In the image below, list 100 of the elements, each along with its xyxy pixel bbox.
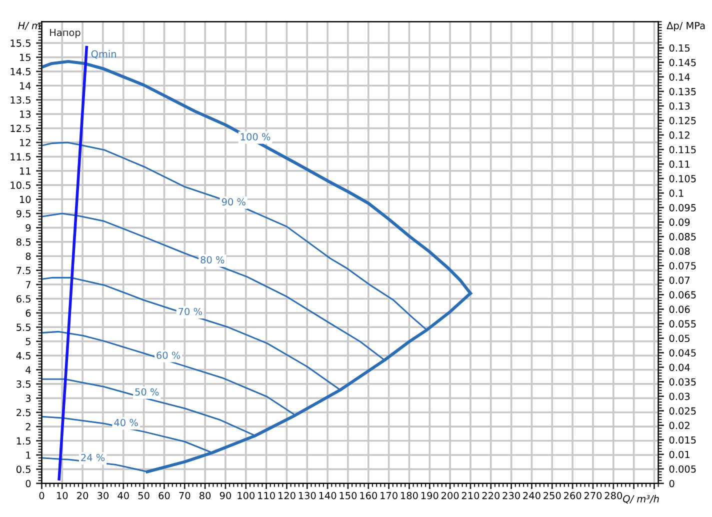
y2-tick-label: 0.11 <box>669 160 690 168</box>
x-tick-label: 130 <box>298 492 316 500</box>
x-tick-label: 160 <box>360 492 378 500</box>
x-tick-label: 210 <box>462 492 480 500</box>
x-tick-label: 170 <box>380 492 398 500</box>
annotation: 24 % <box>81 454 105 462</box>
y-tick-label: 0.5 <box>16 466 30 474</box>
x-tick-label: 150 <box>340 492 357 500</box>
y-tick-label: 6.5 <box>16 295 30 303</box>
y2-tick-label: 0.06 <box>669 306 690 314</box>
annotation: 40 % <box>114 418 138 426</box>
x-tick-label: 110 <box>258 492 275 500</box>
x-tick-label: 260 <box>564 492 582 500</box>
y-tick-label: 5 <box>26 338 30 346</box>
y-tick-label: 3.5 <box>16 380 30 388</box>
y2-tick-label: 0.01 <box>669 450 690 458</box>
y2-tick-label: 0.015 <box>669 436 696 444</box>
y-tick-label: 3 <box>26 394 31 402</box>
y-tick-label: 9 <box>26 224 31 232</box>
y2-tick-label: 0.125 <box>669 116 696 124</box>
annotation: 100 % <box>240 133 270 140</box>
x-tick-label: 0 <box>39 492 44 500</box>
annotation: 50 % <box>135 388 159 396</box>
y-tick-label: 5.5 <box>16 324 30 331</box>
series-label: Qmin <box>91 50 116 59</box>
y-tick-label: 13 <box>20 110 31 118</box>
y-tick-label: 15.5 <box>10 40 30 47</box>
x-tick-label: 140 <box>319 492 336 500</box>
y-tick-label: 7 <box>26 281 30 288</box>
x-tick-label: 70 <box>179 492 190 500</box>
y-tick-label: 0 <box>26 480 31 488</box>
y-tick-label: 15 <box>20 54 30 62</box>
y-tick-label: 4.5 <box>16 352 30 360</box>
y-tick-label: 11.5 <box>10 153 30 160</box>
y2-tick-label: 0.03 <box>669 392 690 400</box>
x-tick-label: 90 <box>220 492 232 500</box>
y-tick-label: 12 <box>20 138 30 146</box>
y2-tick-label: 0.08 <box>669 248 690 255</box>
y2-tick-label: 0.02 <box>669 422 690 430</box>
x-tick-label: 50 <box>138 492 150 500</box>
y-tick-label: 13.5 <box>10 96 30 104</box>
y-tick-label: 4 <box>26 366 31 374</box>
y-tick-label: 8.5 <box>16 238 30 246</box>
y-tick-label: 10 <box>20 196 31 204</box>
y2-tick-label: 0.05 <box>669 334 690 342</box>
y-tick-label: 12.5 <box>10 124 30 132</box>
x-tick-label: 270 <box>584 492 602 500</box>
annotation: Напор <box>50 28 80 38</box>
y2-tick-label: 0.12 <box>669 131 690 139</box>
x-axis-title: Q/ m³/h <box>623 494 659 504</box>
x-tick-label: 230 <box>502 492 520 500</box>
y2-tick-label: 0.035 <box>669 378 696 386</box>
y2-tick-label: 0.07 <box>669 276 690 284</box>
y2-tick-label: 0.095 <box>669 204 696 212</box>
x-tick-label: 80 <box>200 492 211 500</box>
y2-tick-label: 0.145 <box>669 58 696 66</box>
y-tick-label: 1 <box>26 452 30 459</box>
y2-tick-label: 0.1 <box>669 190 684 197</box>
y2-tick-label: 0.055 <box>669 320 696 328</box>
y2-tick-label: 0.04 <box>669 364 690 372</box>
x-tick-label: 200 <box>441 492 459 500</box>
x-tick-label: 190 <box>421 492 438 500</box>
y2-tick-label: 0.025 <box>669 407 696 415</box>
x-tick-label: 20 <box>77 492 88 500</box>
y-tick-label: 14.5 <box>10 68 30 76</box>
y-tick-label: 2.5 <box>16 408 30 416</box>
x-tick-label: 240 <box>523 492 540 500</box>
x-tick-label: 250 <box>544 492 561 500</box>
y2-tick-label: 0.14 <box>669 73 690 81</box>
y2-tick-label: 0.045 <box>669 349 696 357</box>
x-tick-label: 120 <box>278 492 296 500</box>
x-tick-label: 60 <box>158 492 170 500</box>
x-tick-label: 30 <box>98 492 109 500</box>
y2-tick-label: 0.15 <box>669 44 690 52</box>
y-tick-label: 2 <box>26 423 30 430</box>
y2-axis-title: Δp/ MPa <box>666 22 705 32</box>
y-tick-label: 6 <box>26 309 31 317</box>
y2-tick-label: 0.005 <box>669 465 696 473</box>
y2-tick-label: 0.13 <box>669 102 690 110</box>
x-tick-label: 280 <box>604 492 622 500</box>
y2-tick-label: 0.115 <box>669 146 696 154</box>
y2-tick-label: 0.075 <box>669 262 696 270</box>
y2-tick-label: 0.135 <box>669 88 696 96</box>
y-tick-label: 7.5 <box>16 266 30 274</box>
y2-tick-label: 0.09 <box>669 218 690 226</box>
annotation: 80 % <box>200 256 224 264</box>
y-tick-label: 9.5 <box>16 210 30 218</box>
y-axis-title: H/ m <box>18 22 40 30</box>
y2-tick-label: 0 <box>669 480 674 488</box>
y2-tick-label: 0.085 <box>669 233 696 240</box>
y2-tick-label: 0.065 <box>669 291 696 298</box>
y-tick-label: 1.5 <box>16 437 30 445</box>
annotation: 60 % <box>156 352 180 359</box>
x-tick-label: 180 <box>401 492 418 500</box>
annotation: 70 % <box>178 308 202 316</box>
y-tick-label: 11 <box>20 167 30 175</box>
y2-tick-label: 0.105 <box>669 174 696 182</box>
y-tick-label: 14 <box>20 82 31 90</box>
y-tick-label: 8 <box>26 252 31 260</box>
y-tick-label: 10.5 <box>10 182 30 189</box>
